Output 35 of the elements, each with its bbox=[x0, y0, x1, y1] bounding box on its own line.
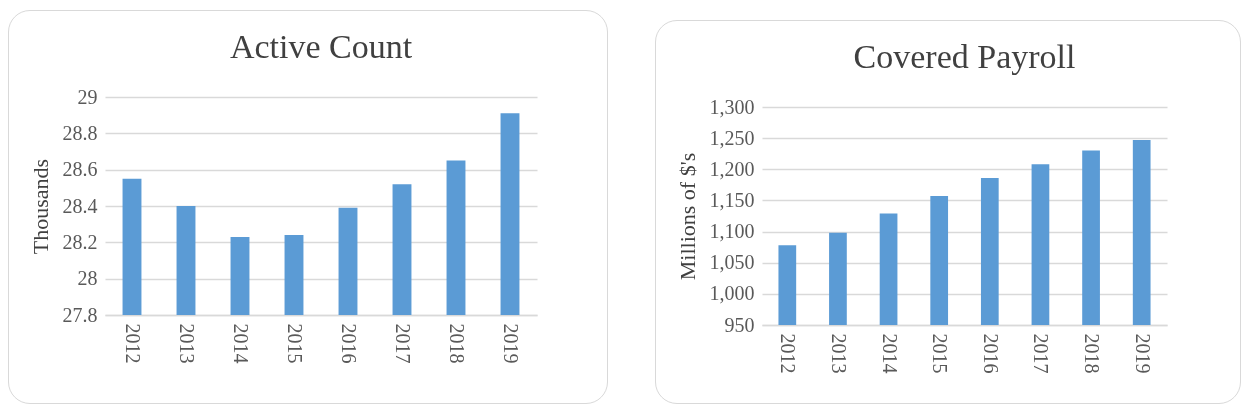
x-tick-label: 2014 bbox=[230, 323, 252, 364]
y-tick-label: 27.8 bbox=[62, 303, 98, 326]
y-tick-label: 28 bbox=[77, 267, 98, 290]
y-tick-label: 1,050 bbox=[709, 251, 755, 274]
y-tick-label: 1,100 bbox=[709, 220, 755, 243]
x-tick-label: 2016 bbox=[979, 333, 1002, 374]
y-tick-label: 29 bbox=[77, 85, 98, 108]
x-tick-label: 2017 bbox=[1030, 333, 1053, 374]
x-tick-label: 2017 bbox=[392, 323, 414, 364]
x-tick-label: 2015 bbox=[284, 323, 306, 364]
y-tick-label: 1,250 bbox=[709, 126, 755, 149]
y-tick-label: 1,150 bbox=[709, 188, 755, 211]
y-tick-label: 1,300 bbox=[709, 95, 755, 118]
chart-title: Covered Payroll bbox=[853, 38, 1076, 75]
x-tick-label: 2014 bbox=[878, 333, 901, 374]
x-tick-label: 2012 bbox=[777, 333, 800, 374]
y-tick-label: 1,000 bbox=[709, 282, 755, 305]
x-tick-label: 2019 bbox=[1131, 333, 1154, 374]
x-tick-label: 2013 bbox=[827, 333, 850, 374]
x-tick-label: 2016 bbox=[338, 323, 360, 364]
x-tick-label: 2018 bbox=[1081, 333, 1104, 374]
y-tick-label: 1,200 bbox=[709, 157, 755, 180]
y-axis-title: Millions of $'s bbox=[674, 152, 700, 281]
y-tick-label: 28.2 bbox=[62, 230, 98, 253]
y-tick-label: 28.4 bbox=[62, 194, 98, 217]
y-tick-label: 28.8 bbox=[62, 121, 98, 144]
x-tick-label: 2015 bbox=[929, 333, 952, 374]
x-tick-label: 2012 bbox=[122, 323, 144, 364]
x-tick-label: 2013 bbox=[176, 323, 198, 364]
x-tick-label: 2018 bbox=[446, 323, 468, 364]
y-tick-label: 950 bbox=[724, 313, 755, 336]
chart-title: Active Count bbox=[229, 28, 413, 65]
x-tick-label: 2019 bbox=[500, 323, 522, 364]
y-tick-label: 28.6 bbox=[62, 158, 98, 181]
y-axis-title: Thousands bbox=[27, 158, 53, 255]
